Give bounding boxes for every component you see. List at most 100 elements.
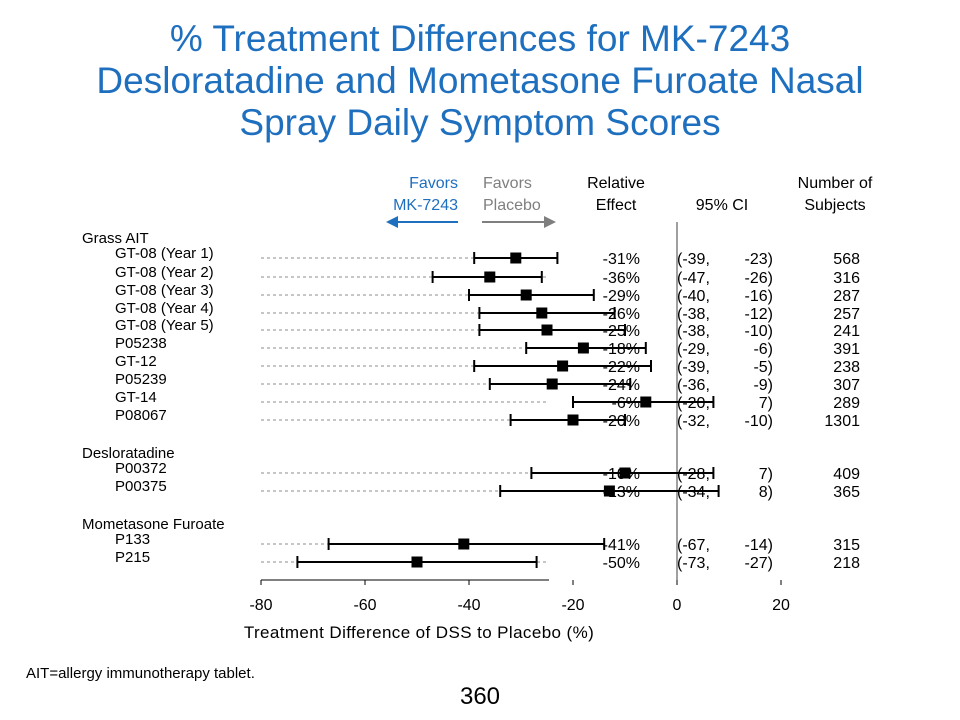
effect-header-line-2: Effect bbox=[595, 197, 637, 214]
point-estimate-marker bbox=[411, 556, 423, 568]
x-tick-label: -40 bbox=[457, 597, 480, 614]
ci-upper-value: 7) bbox=[759, 466, 773, 483]
footnote: AIT=allergy immunotherapy tablet. bbox=[26, 665, 255, 682]
page-number: 360 bbox=[459, 683, 501, 710]
ci-lower-value: (-47, bbox=[677, 270, 710, 287]
ci-upper-value: -27) bbox=[745, 555, 773, 572]
point-estimate-marker bbox=[541, 324, 553, 336]
favors-left-line-1: Favors bbox=[409, 175, 458, 192]
relative-effect-value: -18% bbox=[603, 341, 640, 358]
subjects-header-line-2: Subjects bbox=[804, 197, 866, 214]
relative-effect-header: Relative Effect bbox=[570, 173, 662, 217]
ci-upper-value: -10) bbox=[745, 413, 773, 430]
ci-lower-value: (-38, bbox=[677, 306, 710, 323]
relative-effect-value: -20% bbox=[603, 413, 640, 430]
ci-lower-value: (-32, bbox=[677, 413, 710, 430]
point-estimate-marker bbox=[603, 485, 615, 497]
subjects-value: 568 bbox=[833, 251, 860, 268]
subjects-header-line-1: Number of bbox=[797, 175, 873, 192]
point-estimate-marker bbox=[567, 414, 579, 426]
favors-right-line-1: Favors bbox=[483, 175, 532, 192]
ci-lower-value: (-73, bbox=[677, 555, 710, 572]
ci-lower-value: (-29, bbox=[677, 341, 710, 358]
subjects-value: 307 bbox=[833, 377, 860, 394]
favors-mk7243-label: Favors MK-7243 bbox=[380, 173, 458, 217]
study-label: GT-08 (Year 5) bbox=[115, 317, 214, 334]
study-label: P215 bbox=[115, 549, 150, 566]
subjects-value: 241 bbox=[833, 323, 860, 340]
x-axis-title: Treatment Difference of DSS to Placebo (… bbox=[244, 623, 594, 642]
effect-header-line-1: Relative bbox=[587, 175, 645, 192]
ci-lower-value: (-39, bbox=[677, 359, 710, 376]
title-line-3: Spray Daily Symptom Scores bbox=[239, 102, 721, 143]
point-estimate-marker bbox=[546, 378, 558, 390]
relative-effect-value: -25% bbox=[603, 323, 640, 340]
study-label: GT-08 (Year 1) bbox=[115, 245, 214, 262]
subjects-value: 365 bbox=[833, 484, 860, 501]
ci-upper-value: 8) bbox=[759, 484, 773, 501]
x-tick-label: 0 bbox=[673, 597, 682, 614]
subjects-value: 287 bbox=[833, 288, 860, 305]
ci-lower-value: (-38, bbox=[677, 323, 710, 340]
point-estimate-marker bbox=[557, 360, 569, 372]
relative-effect-value: -13% bbox=[603, 484, 640, 501]
subjects-value: 409 bbox=[833, 466, 860, 483]
subjects-value: 1301 bbox=[824, 413, 860, 430]
study-label: P05238 bbox=[115, 335, 167, 352]
subjects-value: 316 bbox=[833, 270, 860, 287]
favors-right-arrowhead bbox=[544, 216, 556, 228]
point-estimate-marker bbox=[458, 538, 470, 550]
point-estimate-marker bbox=[577, 342, 589, 354]
relative-effect-value: -29% bbox=[603, 288, 640, 305]
point-estimate-marker bbox=[536, 307, 548, 319]
ci-lower-value: (-36, bbox=[677, 377, 710, 394]
study-label: GT-08 (Year 2) bbox=[115, 264, 214, 281]
study-label: GT-08 (Year 4) bbox=[115, 300, 214, 317]
ci-upper-value: -26) bbox=[745, 270, 773, 287]
x-tick-label: -20 bbox=[561, 597, 584, 614]
subjects-value: 315 bbox=[833, 537, 860, 554]
relative-effect-value: -31% bbox=[603, 251, 640, 268]
point-estimate-marker bbox=[619, 467, 631, 479]
study-label: P05239 bbox=[115, 371, 167, 388]
ci-lower-value: (-39, bbox=[677, 251, 710, 268]
ci-lower-value: (-67, bbox=[677, 537, 710, 554]
x-tick-label: 20 bbox=[772, 597, 790, 614]
subjects-value: 238 bbox=[833, 359, 860, 376]
group-label: Desloratadine bbox=[82, 445, 175, 462]
ci-upper-value: -5) bbox=[753, 359, 773, 376]
ci-upper-value: -9) bbox=[753, 377, 773, 394]
subjects-value: 289 bbox=[833, 395, 860, 412]
favors-left-line-2: MK-7243 bbox=[393, 197, 458, 214]
subjects-value: 391 bbox=[833, 341, 860, 358]
ci-upper-value: -10) bbox=[745, 323, 773, 340]
relative-effect-value: -10% bbox=[603, 466, 640, 483]
ci-lower-value: (-28, bbox=[677, 466, 710, 483]
point-estimate-marker bbox=[510, 252, 522, 264]
study-label: P133 bbox=[115, 531, 150, 548]
ci-lower-value: (-40, bbox=[677, 288, 710, 305]
favors-placebo-label: Favors Placebo bbox=[483, 173, 563, 217]
subjects-value: 218 bbox=[833, 555, 860, 572]
title-line-1: % Treatment Differences for MK-7243 bbox=[169, 18, 791, 59]
title-line-2: Desloratadine and Mometasone Furoate Nas… bbox=[96, 60, 864, 101]
slide-title: % Treatment Differences for MK-7243 Desl… bbox=[0, 18, 960, 144]
relative-effect-value: -22% bbox=[603, 359, 640, 376]
x-tick-label: -60 bbox=[353, 597, 376, 614]
favors-left-arrowhead bbox=[386, 216, 398, 228]
ci-header: 95% CI bbox=[672, 195, 772, 217]
ci-header-text: 95% CI bbox=[695, 197, 749, 214]
ci-lower-value: (-34, bbox=[677, 484, 710, 501]
study-label: GT-12 bbox=[115, 353, 157, 370]
subjects-value: 257 bbox=[833, 306, 860, 323]
study-label: P08067 bbox=[115, 407, 167, 424]
point-estimate-marker bbox=[484, 271, 496, 283]
ci-upper-value: -16) bbox=[745, 288, 773, 305]
relative-effect-value: -24% bbox=[603, 377, 640, 394]
favors-right-line-2: Placebo bbox=[483, 197, 541, 214]
ci-upper-value: -6) bbox=[753, 341, 773, 358]
group-label: Mometasone Furoate bbox=[82, 516, 225, 533]
relative-effect-value: -50% bbox=[603, 555, 640, 572]
